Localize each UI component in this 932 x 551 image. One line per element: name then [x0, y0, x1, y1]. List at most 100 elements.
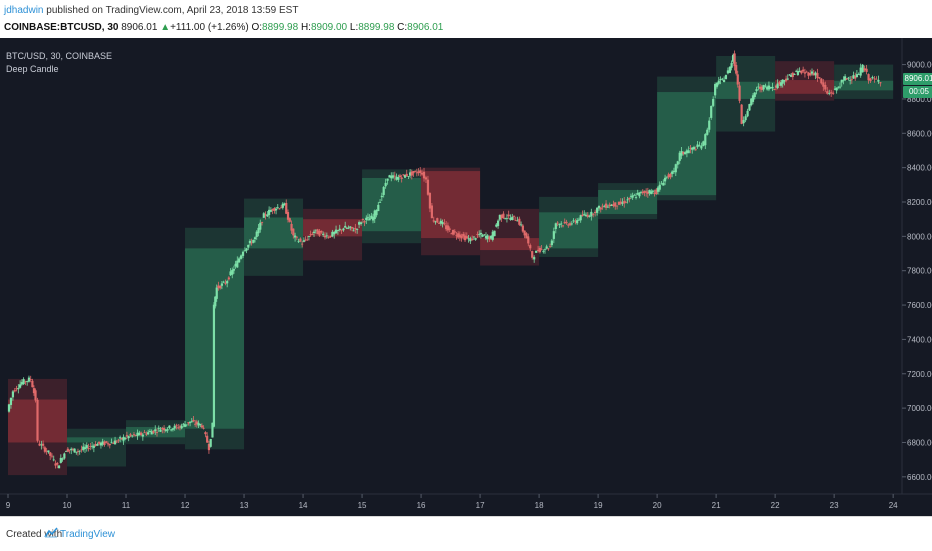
candle-body [175, 425, 178, 427]
candle-body [388, 175, 391, 178]
candle-body [247, 244, 250, 248]
candle-body [47, 450, 50, 453]
candle-body [833, 88, 837, 90]
candle-body [283, 203, 286, 206]
candle-body [753, 92, 756, 97]
daily-body-box [67, 437, 127, 443]
candle-body [15, 388, 18, 390]
candle-body [180, 425, 183, 429]
candle-body [65, 451, 68, 453]
candle-body [214, 296, 217, 307]
candle-body [641, 191, 644, 194]
candle-body [784, 78, 788, 81]
candle-body [850, 79, 853, 81]
candle-body [514, 220, 517, 221]
candle-body [434, 221, 437, 223]
candle-body [129, 434, 132, 436]
candle-body [145, 433, 148, 435]
candle-body [59, 457, 62, 463]
candle-body [345, 228, 348, 229]
y-tick-label: 7000.00 [907, 404, 932, 413]
chart-panel[interactable]: 6600.00 6800.00 7000.00 7200.00 7400.00 7600.… [0, 38, 932, 516]
candle-body [474, 238, 477, 240]
candle-body [329, 235, 332, 238]
x-tick-label: 22 [771, 501, 780, 510]
symbol-label: COINBASE:BTCUSD, 30 [4, 22, 119, 33]
candle-body [304, 239, 307, 241]
tradingview-logo-icon[interactable] [44, 527, 58, 539]
candle-body [852, 75, 855, 79]
author-link[interactable]: jdhadwin [4, 5, 44, 16]
last-price-tag: 8906.01 [903, 72, 932, 85]
candle-body [583, 213, 586, 215]
candle-body [352, 230, 355, 232]
candle-body [226, 281, 229, 284]
candle-body [127, 436, 130, 439]
y-tick-label: 7800.00 [907, 267, 932, 276]
candle-body [816, 73, 819, 79]
candle-body [281, 203, 284, 208]
candle-body [437, 223, 441, 225]
candle-body [188, 421, 192, 423]
candle-body [314, 229, 317, 231]
candle-body [537, 249, 540, 251]
candle-body [103, 441, 106, 445]
candle-body [342, 228, 345, 231]
candle-body [715, 83, 719, 87]
candle-body [219, 285, 222, 289]
legend-indicator[interactable]: Deep Candle [6, 64, 59, 74]
candle-body [861, 64, 864, 73]
candle-body [157, 427, 160, 429]
candle-body [320, 230, 323, 233]
candle-body [678, 152, 681, 161]
candle-body [217, 285, 220, 288]
candle-body [264, 214, 267, 216]
candle-body [788, 74, 791, 76]
candle-body [80, 449, 83, 451]
candle-body [50, 455, 54, 457]
candle-body [190, 421, 193, 423]
candle-body [359, 222, 363, 224]
candle-body [814, 72, 817, 76]
candle-body [579, 215, 582, 221]
candle-body [824, 84, 827, 90]
candle-body [873, 78, 876, 80]
candle-body [306, 239, 309, 241]
candle-body [597, 206, 601, 209]
candle-body [57, 465, 61, 469]
candle-body [56, 462, 59, 465]
candle-body [450, 233, 453, 235]
candle-body [828, 93, 831, 94]
candle-body [682, 151, 685, 154]
candle-body [463, 235, 467, 241]
candle-body [75, 451, 78, 453]
tradingview-link[interactable]: TradingView [60, 529, 116, 540]
candle-body [740, 104, 743, 124]
candle-body [680, 151, 683, 156]
candle-body [822, 82, 825, 87]
candle-body [136, 432, 139, 436]
candle-body [708, 120, 711, 130]
candle-body [441, 222, 444, 225]
candle-body [239, 255, 243, 259]
candle-body [507, 214, 510, 217]
candle-body [18, 384, 22, 388]
candle-body [527, 236, 530, 244]
price-chart[interactable]: 6600.00 6800.00 7000.00 7200.00 7400.00 7600.… [0, 38, 932, 516]
candle-body [830, 92, 833, 94]
candle-body [744, 116, 747, 121]
candle-body [533, 257, 536, 260]
candle-body [568, 223, 572, 226]
candle-body [818, 77, 821, 79]
y-tick-label: 8200.00 [907, 198, 932, 207]
candle-body [38, 443, 41, 446]
candle-body [486, 235, 489, 240]
candle-body [521, 225, 524, 232]
candle-body [61, 458, 64, 460]
candle-body [758, 86, 762, 89]
candle-body [735, 65, 738, 74]
publish-text: published on TradingView.com, April 23, … [43, 5, 299, 16]
candle-body [350, 227, 354, 229]
candle-body [529, 245, 532, 249]
low-value: 8899.98 [358, 22, 395, 33]
